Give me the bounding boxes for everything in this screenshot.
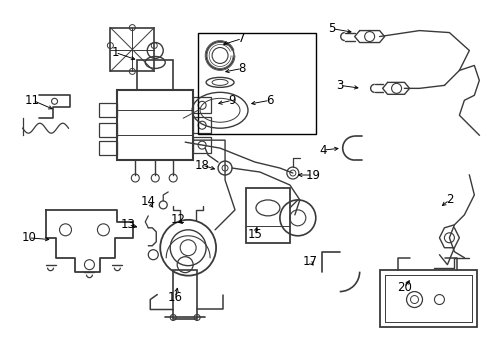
Bar [173, 270, 197, 319]
Text: 6: 6 [265, 94, 273, 107]
Text: 9: 9 [228, 94, 235, 107]
Text: 11: 11 [25, 94, 40, 107]
Text: 5: 5 [327, 22, 335, 35]
Text: 16: 16 [167, 291, 183, 304]
Bar [245, 188, 289, 243]
Text: 1: 1 [111, 46, 119, 59]
Text: 14: 14 [141, 195, 156, 208]
Bar [193, 97, 211, 113]
Text: 4: 4 [318, 144, 326, 157]
Text: 10: 10 [21, 231, 36, 244]
Bar [117, 90, 193, 160]
Bar [137, 60, 173, 90]
Text: 17: 17 [302, 255, 317, 268]
Text: 2: 2 [445, 193, 452, 206]
Bar [193, 117, 211, 133]
Text: 7: 7 [238, 32, 245, 45]
Text: 18: 18 [194, 158, 209, 172]
Bar [110, 28, 154, 71]
Bar [99, 103, 117, 117]
Text: 13: 13 [121, 218, 136, 231]
Text: 3: 3 [335, 79, 343, 92]
Text: 8: 8 [238, 62, 245, 75]
Bar [99, 141, 117, 155]
Bar [379, 270, 476, 328]
Bar [193, 137, 211, 153]
Bar [99, 123, 117, 137]
Text: 19: 19 [305, 168, 320, 181]
Text: 15: 15 [247, 228, 262, 241]
Text: 12: 12 [170, 213, 185, 226]
Text: 20: 20 [396, 281, 411, 294]
Bar [198, 32, 315, 134]
